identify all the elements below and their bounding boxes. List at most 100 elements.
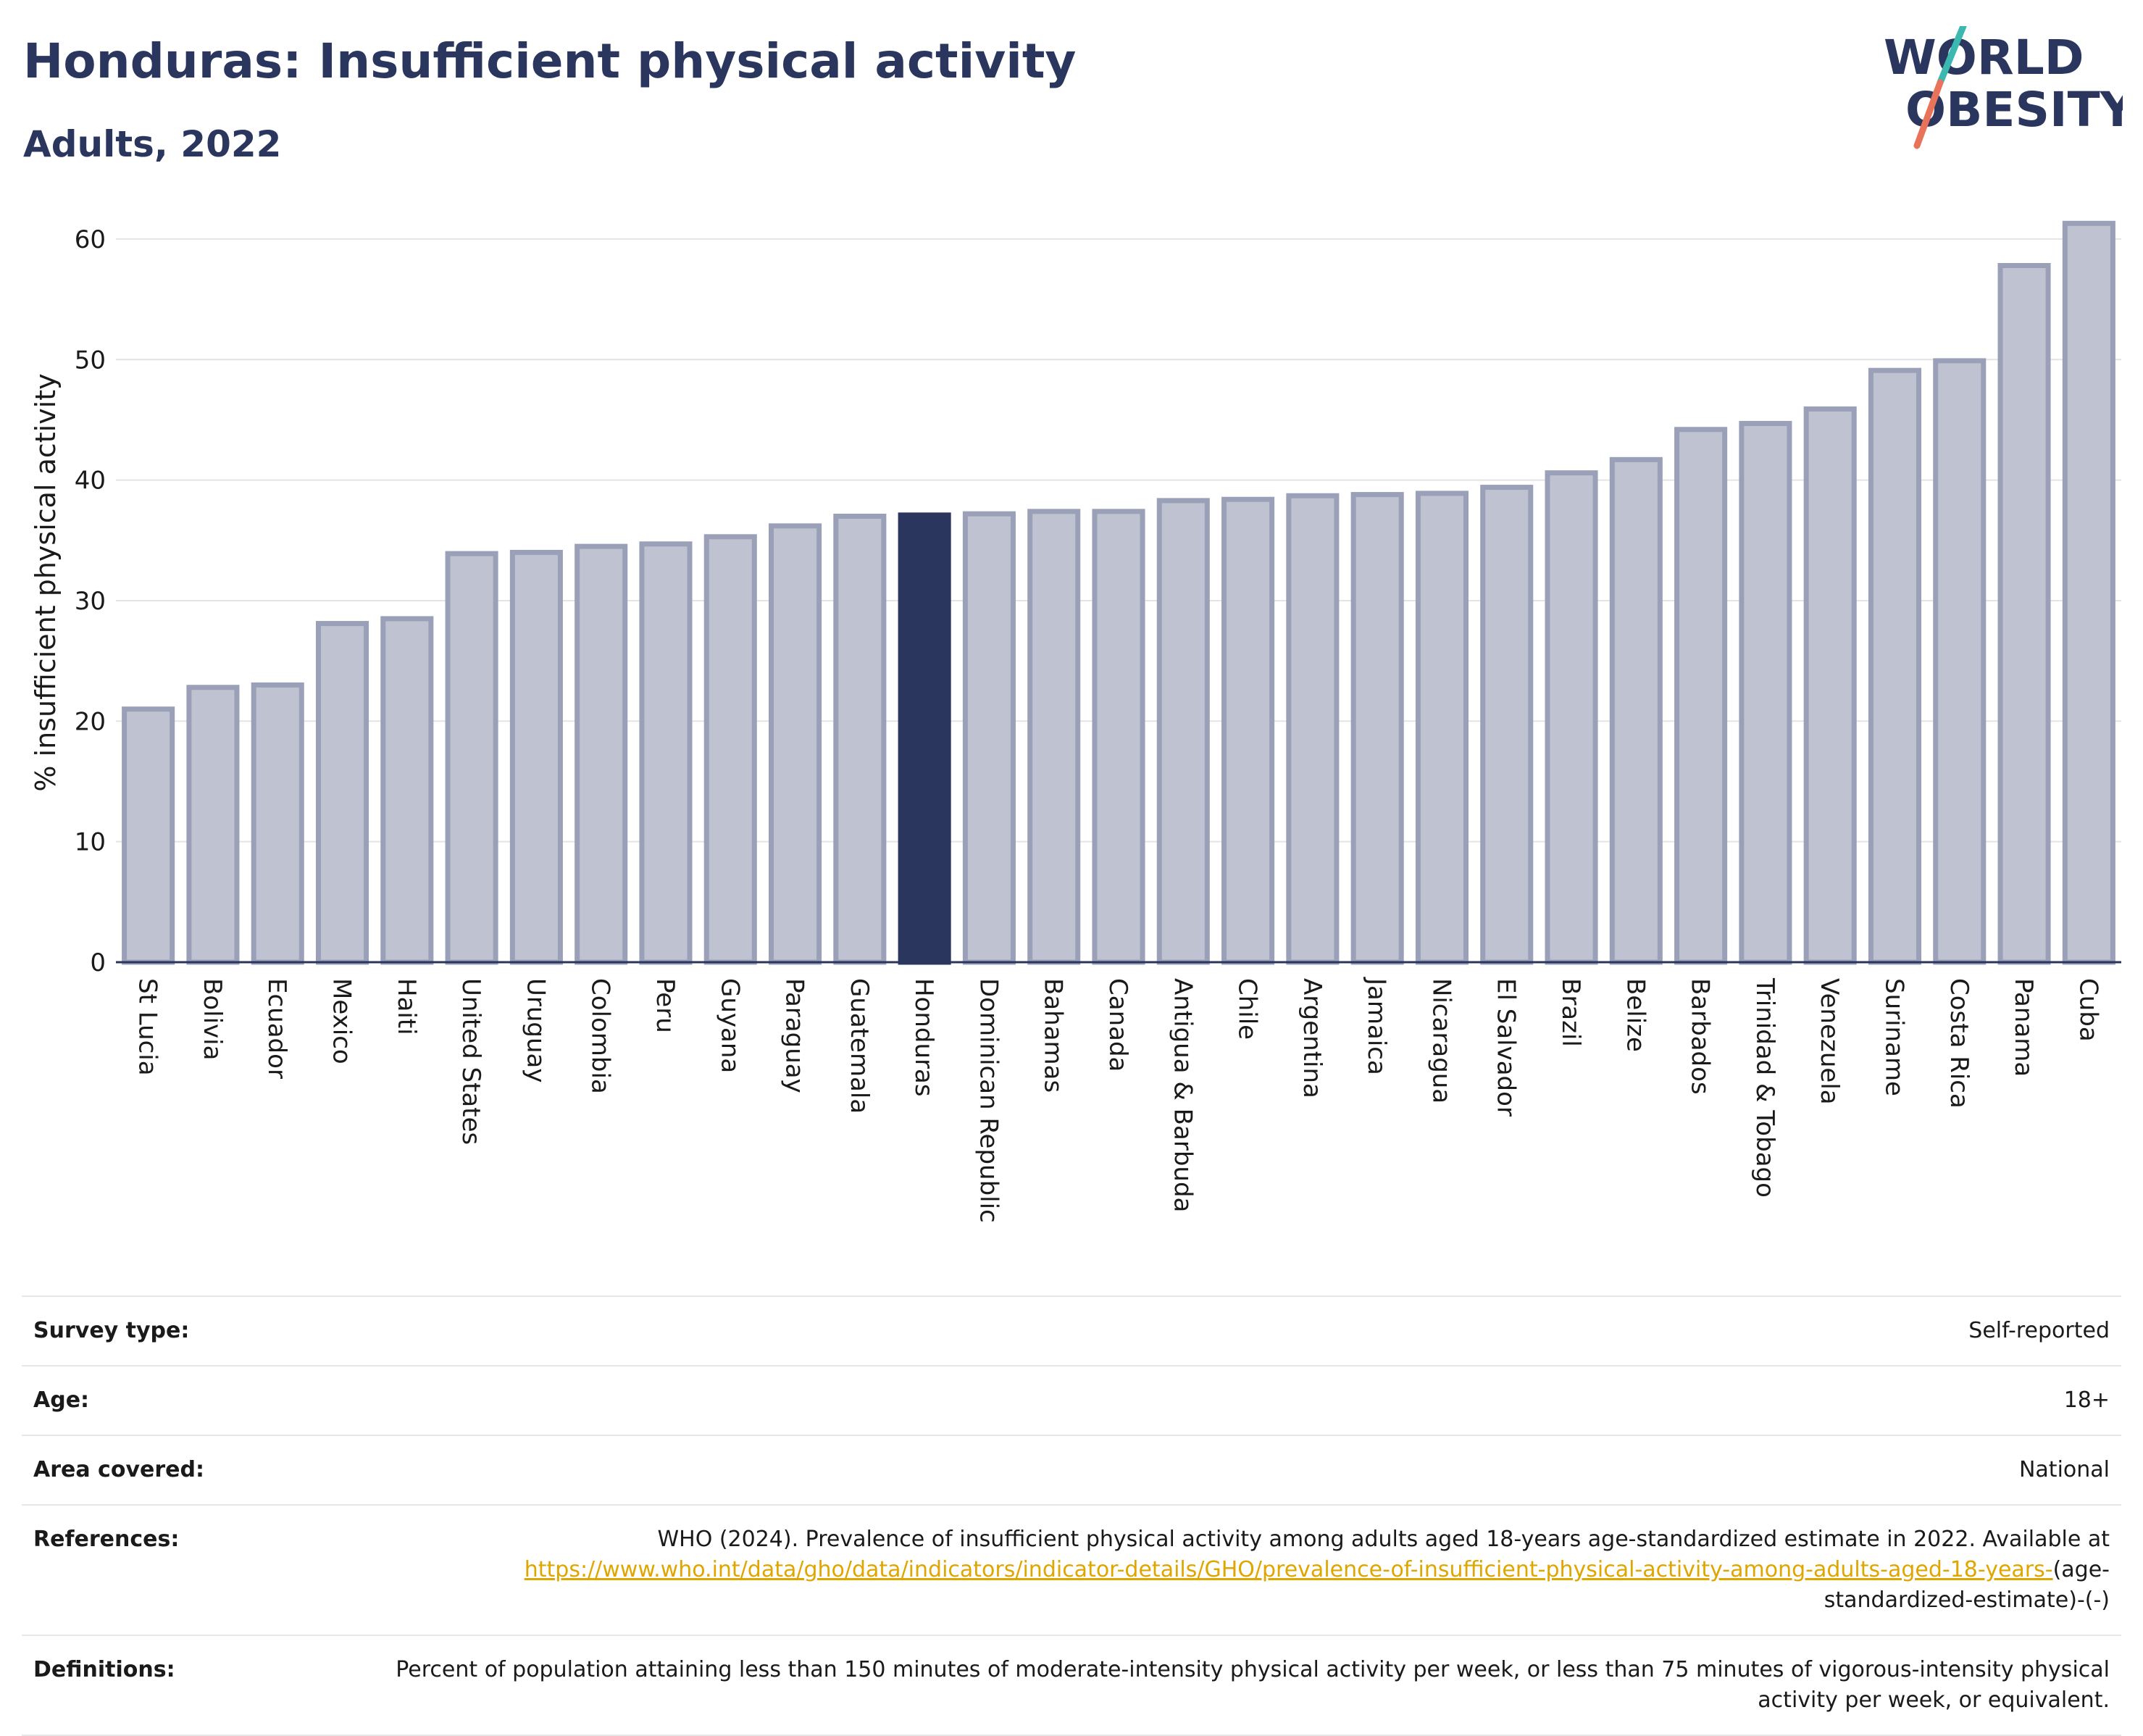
category-label: Uruguay	[521, 978, 550, 1083]
bar-chile	[1221, 496, 1275, 965]
y-tick-label: 20	[75, 707, 106, 736]
category-label: Trinidad & Tobago	[1750, 977, 1779, 1198]
info-row-age: Age: 18+	[22, 1365, 2121, 1435]
info-row-area-covered: Area covered: National	[22, 1435, 2121, 1504]
info-label: Definitions:	[33, 1657, 175, 1682]
y-tick-label: 50	[75, 346, 106, 375]
category-label: St Lucia	[133, 978, 162, 1076]
y-tick-label: 10	[75, 828, 106, 857]
logo-line-2: OBESITY	[1905, 82, 2123, 138]
info-label: Survey type:	[33, 1318, 190, 1343]
category-label: El Salvador	[1492, 978, 1521, 1117]
category-label: Panama	[2009, 978, 2038, 1077]
bar-mexico	[315, 621, 369, 965]
bar-panama	[1997, 263, 2051, 965]
info-value: Percent of population attaining less tha…	[396, 1657, 2110, 1713]
bar-nicaragua	[1415, 491, 1469, 965]
category-label: Guatemala	[845, 978, 874, 1114]
y-axis-title: % insufficient physical activity	[30, 373, 62, 791]
y-tick-label: 30	[75, 587, 106, 616]
bar-canada	[1092, 509, 1145, 965]
y-tick-labels: 0 10 20 30 40 50 60	[75, 225, 106, 977]
category-label: Ecuador	[262, 978, 291, 1079]
category-label: Jamaica	[1362, 977, 1391, 1075]
category-label: Argentina	[1298, 978, 1327, 1098]
category-label: Nicaragua	[1426, 978, 1455, 1103]
bar-haiti	[380, 616, 434, 965]
category-label: Canada	[1103, 978, 1132, 1072]
info-label: References:	[33, 1527, 180, 1552]
bar-united-states	[445, 551, 498, 965]
page-subtitle: Adults, 2022	[23, 123, 282, 165]
bar-paraguay	[769, 523, 822, 965]
logo-line-1: WORLD	[1884, 30, 2084, 85]
category-label: Mexico	[327, 978, 356, 1064]
bar-cuba	[2062, 220, 2115, 965]
bar-ecuador	[251, 682, 304, 965]
category-label: Haiti	[392, 978, 421, 1035]
world-obesity-logo: WORLD OBESITY	[1884, 26, 2123, 149]
bar-bahamas	[1027, 509, 1081, 965]
category-label: Dominican Republic	[974, 978, 1003, 1223]
y-tick-label: 40	[75, 467, 106, 496]
category-label: Peru	[651, 978, 680, 1033]
references-link[interactable]: https://www.who.int/data/gho/data/indica…	[524, 1557, 2053, 1582]
category-label: Chile	[1233, 978, 1262, 1040]
info-row-references: References: WHO (2024). Prevalence of in…	[22, 1504, 2121, 1635]
bar-chart: 0 10 20 30 40 50 60 St Lucia Bolivia Ecuador Mexi…	[30, 220, 2121, 1223]
info-label: Age:	[33, 1387, 90, 1413]
category-label: Barbados	[1686, 978, 1715, 1095]
bar-guyana	[703, 534, 757, 965]
bar-st-lucia	[122, 706, 175, 965]
y-tick-label: 0	[90, 948, 106, 977]
info-row-definitions: Definitions: Percent of population attai…	[22, 1635, 2121, 1736]
info-value: National	[2018, 1457, 2110, 1482]
category-labels: St Lucia Bolivia Ecuador Mexico Haiti United …	[133, 977, 2103, 1223]
bar-argentina	[1286, 493, 1340, 965]
bar-el-salvador	[1480, 485, 1534, 965]
bar-barbados	[1674, 427, 1728, 965]
category-label: United States	[456, 978, 485, 1145]
bar-peru	[639, 541, 693, 965]
bar-trinidad-tobago	[1739, 420, 1792, 965]
category-label: Bahamas	[1039, 978, 1068, 1093]
category-label: Cuba	[2073, 978, 2102, 1042]
bar-antigua-barbuda	[1156, 498, 1210, 965]
info-table: Survey type: Self-reported Age: 18+ Area…	[22, 1295, 2121, 1736]
logo-slash-teal	[1937, 26, 1967, 86]
page-title: Honduras: Insufficient physical activity	[23, 33, 1077, 89]
logo-slash-coral	[1913, 79, 1944, 149]
category-label: Brazil	[1556, 978, 1585, 1047]
category-label: Colombia	[586, 978, 615, 1094]
info-value: Self-reported	[1968, 1318, 2110, 1343]
bar-suriname	[1868, 367, 1922, 965]
bar-venezuela	[1803, 406, 1857, 965]
category-label: Suriname	[1879, 978, 1908, 1096]
bars	[122, 220, 2115, 965]
info-label: Area covered:	[33, 1457, 204, 1482]
info-value: 18+	[2063, 1387, 2110, 1413]
category-label: Guyana	[715, 978, 744, 1073]
bar-jamaica	[1350, 492, 1404, 965]
references-text: WHO (2024). Prevalence of insufficient p…	[657, 1527, 2110, 1552]
bar-uruguay	[509, 549, 563, 965]
info-value: WHO (2024). Prevalence of insufficient p…	[385, 1524, 2110, 1616]
category-label: Antigua & Barbuda	[1168, 978, 1197, 1212]
bar-belize	[1609, 456, 1663, 965]
y-tick-label: 60	[75, 225, 106, 254]
info-row-survey-type: Survey type: Self-reported	[22, 1295, 2121, 1365]
category-label: Honduras	[909, 978, 938, 1097]
bar-bolivia	[186, 685, 240, 965]
category-label: Bolivia	[198, 978, 227, 1060]
category-label: Costa Rica	[1944, 978, 1973, 1109]
bar-colombia	[575, 543, 628, 965]
category-label: Paraguay	[780, 978, 809, 1093]
category-label: Venezuela	[1815, 978, 1844, 1105]
bar-costa-rica	[1933, 358, 1987, 965]
bar-brazil	[1545, 470, 1598, 965]
references-tail: (age-standardized-estimate)-(-)	[1824, 1557, 2110, 1613]
bar-honduras	[898, 512, 951, 965]
category-label: Belize	[1621, 978, 1650, 1052]
bar-guatemala	[833, 514, 887, 965]
bar-dominican-republic	[962, 511, 1016, 965]
